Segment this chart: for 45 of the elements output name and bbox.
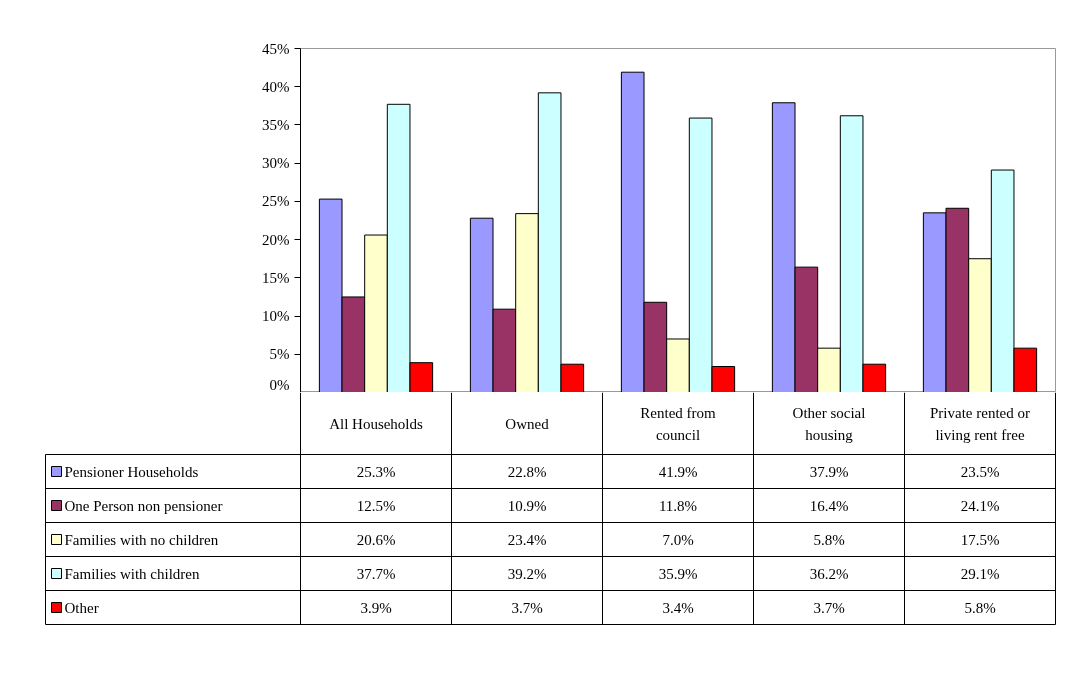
y-tick-label: 35% [262, 116, 290, 133]
y-tick-label: 30% [262, 155, 290, 172]
legend-label: Pensioner Households [64, 463, 199, 480]
y-tick-label: 45% [262, 40, 290, 57]
x-tick-label: Private rented or living rent free [930, 404, 1030, 443]
y-tick-label: 5% [269, 346, 290, 363]
data-label: 37.9% [809, 463, 849, 480]
y-tick-label: 25% [262, 193, 290, 210]
data-label: 36.2% [809, 565, 849, 582]
legend-label: One Person non pensioner [64, 497, 223, 514]
y-tick-label: 20% [262, 231, 290, 248]
data-label: 24.1% [960, 497, 1000, 514]
y-tick-label: 40% [262, 78, 290, 95]
data-label: 41.9% [658, 463, 698, 480]
data-label: 3.4% [662, 599, 694, 616]
data-label: 39.2% [507, 565, 547, 582]
data-label: 29.1% [960, 565, 1000, 582]
data-label: 12.5% [356, 497, 396, 514]
data-label: 11.8% [658, 497, 698, 514]
legend-label: Other [64, 599, 99, 616]
data-label: 20.6% [356, 531, 396, 548]
legend-label: Families with no children [64, 531, 219, 548]
data-label: 5.8% [813, 531, 845, 548]
data-label: 37.7% [356, 565, 396, 582]
data-label: 23.5% [960, 463, 1000, 480]
data-label: 22.8% [507, 463, 547, 480]
y-tick-label: 0% [269, 376, 290, 393]
y-tick-label: 15% [262, 269, 290, 286]
data-label: 25.3% [356, 463, 396, 480]
data-label: 7.0% [662, 531, 694, 548]
x-tick-label: Rented from council [640, 404, 717, 443]
data-label: 35.9% [658, 565, 698, 582]
data-label: 16.4% [809, 497, 849, 514]
legend-label: Families with children [64, 565, 200, 582]
data-label: 5.8% [964, 599, 996, 616]
data-label: 17.5% [960, 531, 1000, 548]
data-label: 3.7% [813, 599, 845, 616]
x-tick-label: Owned [505, 415, 550, 432]
data-label: 3.9% [360, 599, 392, 616]
data-label: 23.4% [507, 531, 547, 548]
x-tick-label: All Households [329, 415, 424, 432]
x-tick-label: Other social housing [792, 404, 866, 443]
y-tick-label: 10% [262, 308, 290, 325]
data-label: 10.9% [507, 497, 547, 514]
data-label: 3.7% [511, 599, 543, 616]
